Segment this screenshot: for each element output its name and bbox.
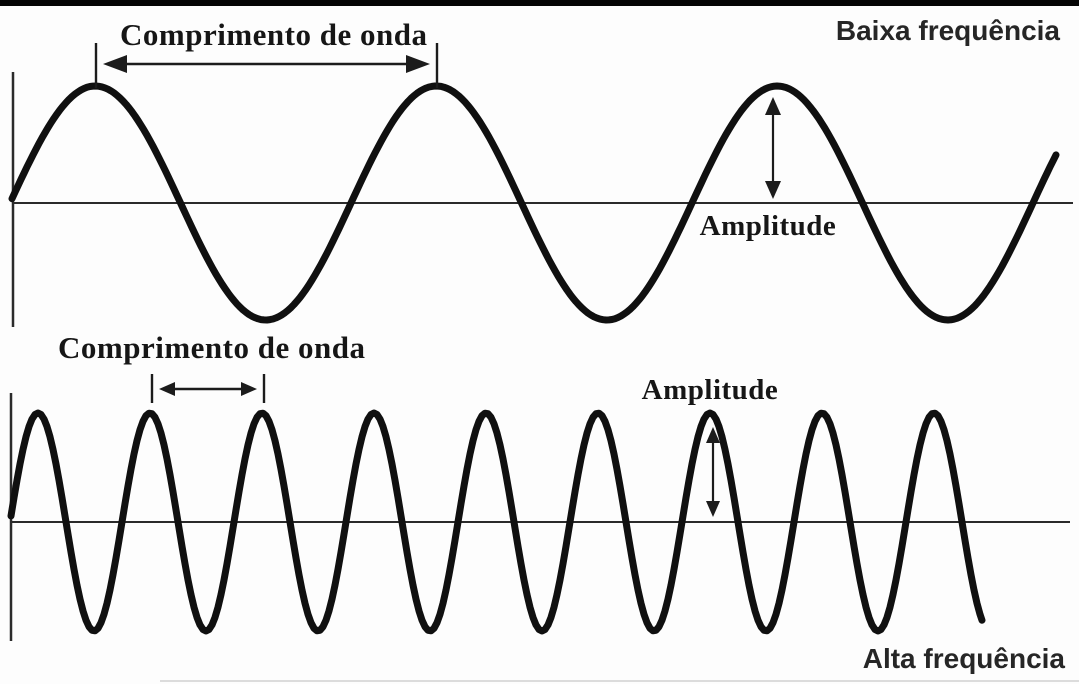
amplitude-label-low-frequency: Amplitude [699,210,837,242]
alta-frequencia-amplitude-arrow-head-top [706,427,720,443]
baixa-frequencia-wavelength-arrow-head-right [406,55,430,73]
baixa-frequencia-wavelength-arrow-head-left [103,55,127,73]
frequency-label-high: Alta frequência [862,643,1065,674]
wavelength-label-low-frequency: Comprimento de onda [120,17,428,52]
baixa-frequencia-amplitude-arrow-head-top [765,97,781,115]
baixa-frequencia-wave-path [8,82,1060,324]
alta-frequencia-wave-path [7,409,986,635]
amplitude-label-high-frequency: Amplitude [641,374,779,406]
bottom-scan-artifact-line [160,680,1079,682]
wavelength-label-high-frequency: Comprimento de onda [58,330,366,365]
alta-frequencia-amplitude-arrow-head-bottom [706,501,720,517]
baixa-frequencia-amplitude-arrow-head-bottom [765,181,781,199]
alta-frequencia-wavelength-arrow-head-right [241,382,257,396]
top-border-bar [0,0,1079,6]
alta-frequencia-wavelength-arrow-head-left [159,382,175,396]
frequency-label-low: Baixa frequência [835,15,1060,46]
